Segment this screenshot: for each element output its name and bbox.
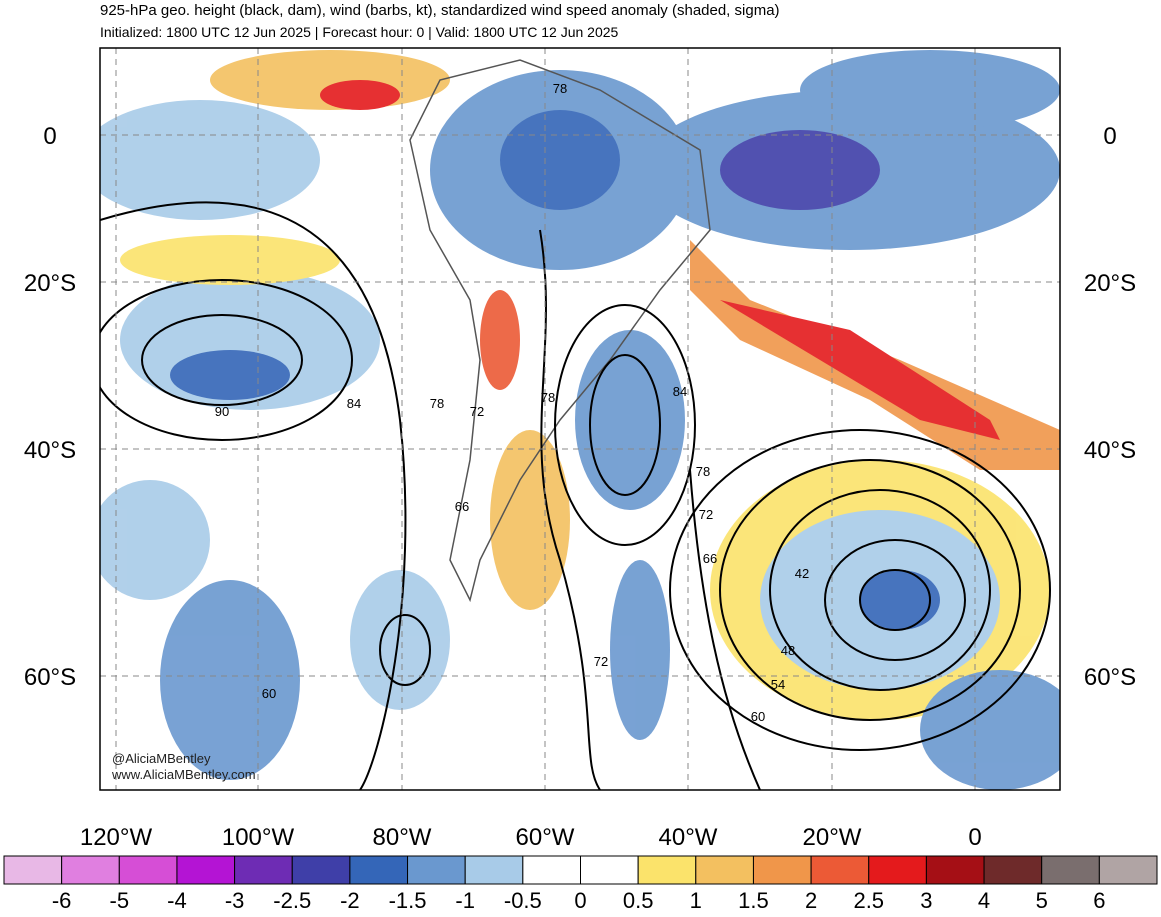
colorbar-label: -5 [110,888,130,912]
lon-label: 60°W [516,824,575,851]
lon-label: 20°W [803,824,862,851]
lon-label: 100°W [222,824,295,851]
contour-label: 48 [781,643,795,658]
lat-label: 0 [1103,123,1116,150]
lat-label: 40°S [24,437,76,464]
colorbar-swatch [752,855,812,885]
contour-label: 66 [455,499,469,514]
colorbar-label: -1.5 [389,888,427,912]
colorbar-swatch [637,855,697,885]
contour-label: 84 [673,384,687,399]
colorbar-swatch [695,855,754,885]
subtitle: Initialized: 1800 UTC 12 Jun 2025 | Fore… [100,24,619,40]
contour-label: 78 [430,396,444,411]
colorbar-swatch [176,855,236,885]
contour-label: 84 [347,396,361,411]
map-field [100,48,1060,790]
colorbar-label: -2.5 [273,888,311,912]
colorbar-label: -0.5 [504,888,542,912]
lat-label: 20°S [1084,270,1136,297]
lat-label: 20°S [24,270,76,297]
colorbar-swatch [925,855,985,885]
graticule [100,48,1060,790]
lat-label: 0 [43,123,56,150]
colorbar-label: 1.5 [738,888,769,912]
contour-label: 42 [795,566,809,581]
colorbar-swatch [464,855,524,885]
colorbar-swatch [868,855,927,885]
contour-label: 66 [703,551,717,566]
colorbar-label: -3 [225,888,245,912]
contour-label: 72 [699,507,713,522]
colorbar-label: -1 [455,888,475,912]
contour-label: 90 [215,404,229,419]
colorbar-label: 2 [805,888,817,912]
contour-label: 60 [751,709,765,724]
colorbar-swatch [349,855,409,885]
colorbar-swatch [1041,855,1100,885]
contour-label: 78 [541,390,555,405]
colorbar-label: 6 [1093,888,1105,912]
lon-label: 0 [968,824,981,851]
lon-label: 120°W [80,824,153,851]
colorbar-swatch [1098,855,1158,885]
colorbar-label: 4 [978,888,990,912]
colorbar-label: 3 [920,888,932,912]
contour-label: 60 [262,686,276,701]
colorbar-label: -2 [340,888,360,912]
colorbar-swatch [522,855,581,885]
contour-label: 72 [594,654,608,669]
credit: www.AliciaMBentley.com [111,767,256,782]
colorbar-swatch [580,855,639,885]
colorbar-label: -6 [52,888,72,912]
colorbar-label: -4 [167,888,187,912]
lat-label: 60°S [1084,664,1136,691]
lat-label: 40°S [1084,437,1136,464]
colorbar-label: 0 [574,888,586,912]
colorbar-swatch [983,855,1043,885]
colorbar-label: 5 [1036,888,1048,912]
colorbar-swatch [61,855,120,885]
colorbar-label: 2.5 [853,888,884,912]
map-frame [99,47,1061,791]
lon-label: 40°W [659,824,718,851]
colorbar-swatch [291,855,351,885]
contour-label: 72 [470,404,484,419]
lat-label: 60°S [24,664,76,691]
colorbar-label: 1 [690,888,702,912]
title: 925-hPa geo. height (black, dam), wind (… [100,2,780,19]
credit: @AliciaMBentley [112,751,211,766]
contour-label: 78 [553,81,567,96]
colorbar-label: 0.5 [623,888,654,912]
contour-label: 78 [696,464,710,479]
colorbar-swatch [810,855,870,885]
colorbar-swatch [118,855,178,885]
colorbar: -6 -5 -4 -3 -2.5 -2 -1.5 -1 -0.5 0 0.5 1 1.5 2 2.5 3 4 5 6 [3,855,1158,913]
lon-label: 80°W [373,824,432,851]
contour-label: 54 [771,677,785,692]
colorbar-swatch [407,855,466,885]
colorbar-swatch [3,855,63,885]
colorbar-swatch [234,855,293,885]
